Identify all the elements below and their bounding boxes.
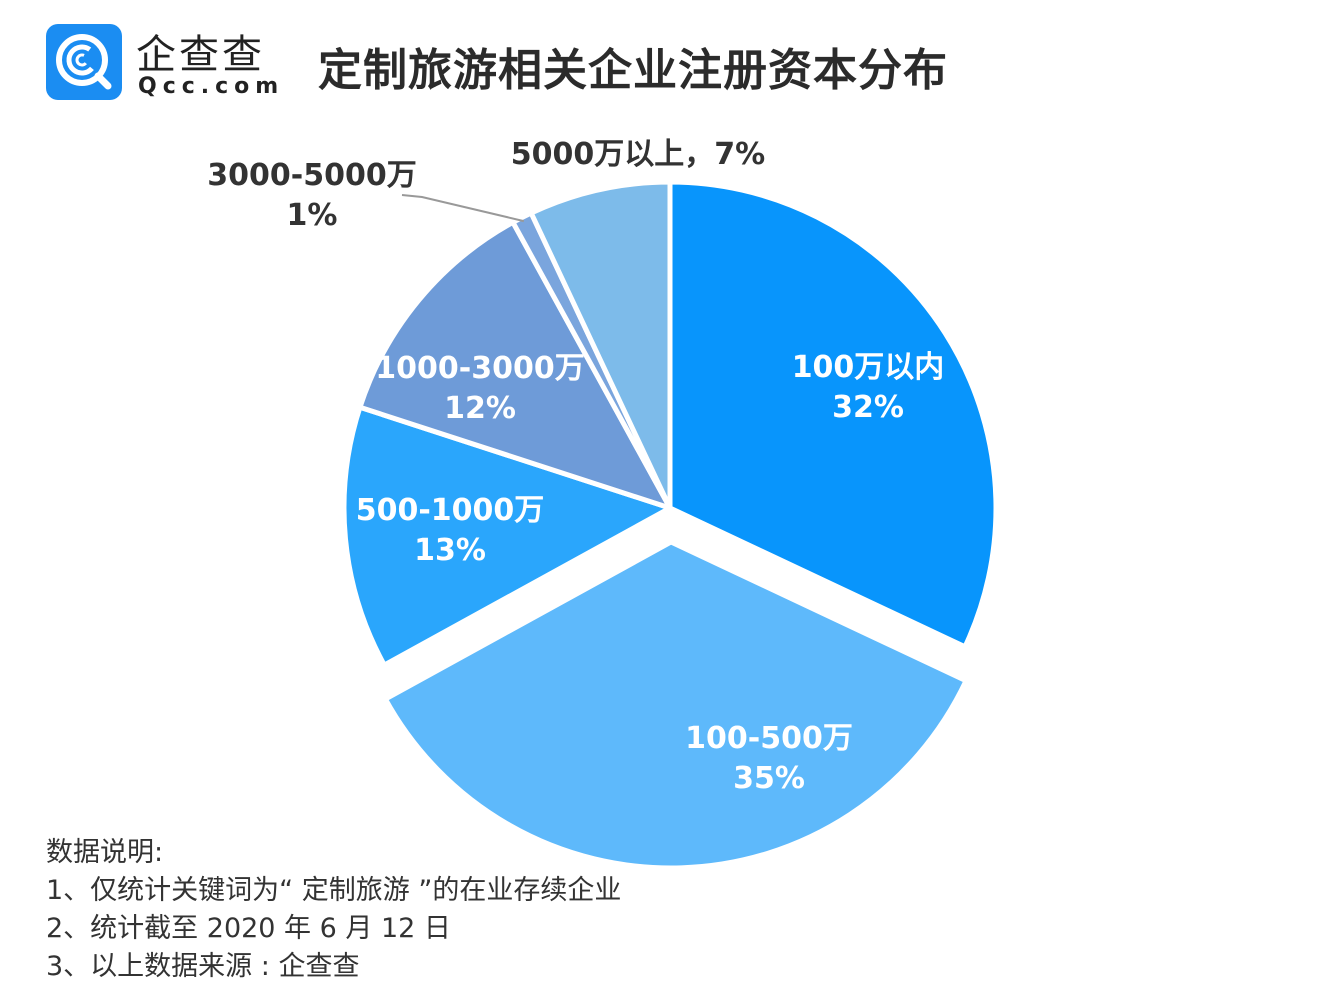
notes-heading: 数据说明: (46, 837, 164, 868)
slice-label: 500-1000万 (356, 493, 545, 528)
slice-label: 100万以内 (792, 350, 945, 385)
leader-line (401, 194, 525, 223)
slice-percent: 1% (287, 198, 338, 233)
slice-label: 5000万以上，7% (511, 137, 765, 172)
slice-percent: 12% (444, 391, 516, 426)
data-notes: 数据说明: 1、仅统计关键词为“ 定制旅游 ”的在业存续企业 2、统计截至 20… (46, 834, 621, 986)
pie-slice (528, 179, 673, 511)
pie-slice (341, 404, 673, 668)
chart-title: 定制旅游相关企业注册资本分布 (318, 45, 948, 96)
qcc-logo-icon (46, 24, 122, 100)
pie-slice (382, 539, 969, 871)
slice-label: 1000-3000万 (375, 351, 584, 386)
note-item: 2、统计截至 2020 年 6 月 12 日 (46, 913, 451, 944)
logo-text-en: Qcc.com (138, 74, 285, 99)
magnifier-c-icon (56, 34, 112, 90)
pie-slice (667, 179, 999, 650)
logo-text-cn: 企查查 (136, 32, 265, 78)
pie-slice (357, 219, 673, 511)
note-item: 3、以上数据来源 : 企查查 (46, 951, 360, 982)
note-item: 1、仅统计关键词为“ 定制旅游 ”的在业存续企业 (46, 875, 622, 906)
slice-percent: 13% (414, 533, 486, 568)
slice-percent: 35% (733, 761, 805, 796)
slice-percent: 32% (832, 390, 904, 425)
slice-label: 3000-5000万 (207, 158, 416, 193)
slice-label: 100-500万 (685, 721, 853, 756)
